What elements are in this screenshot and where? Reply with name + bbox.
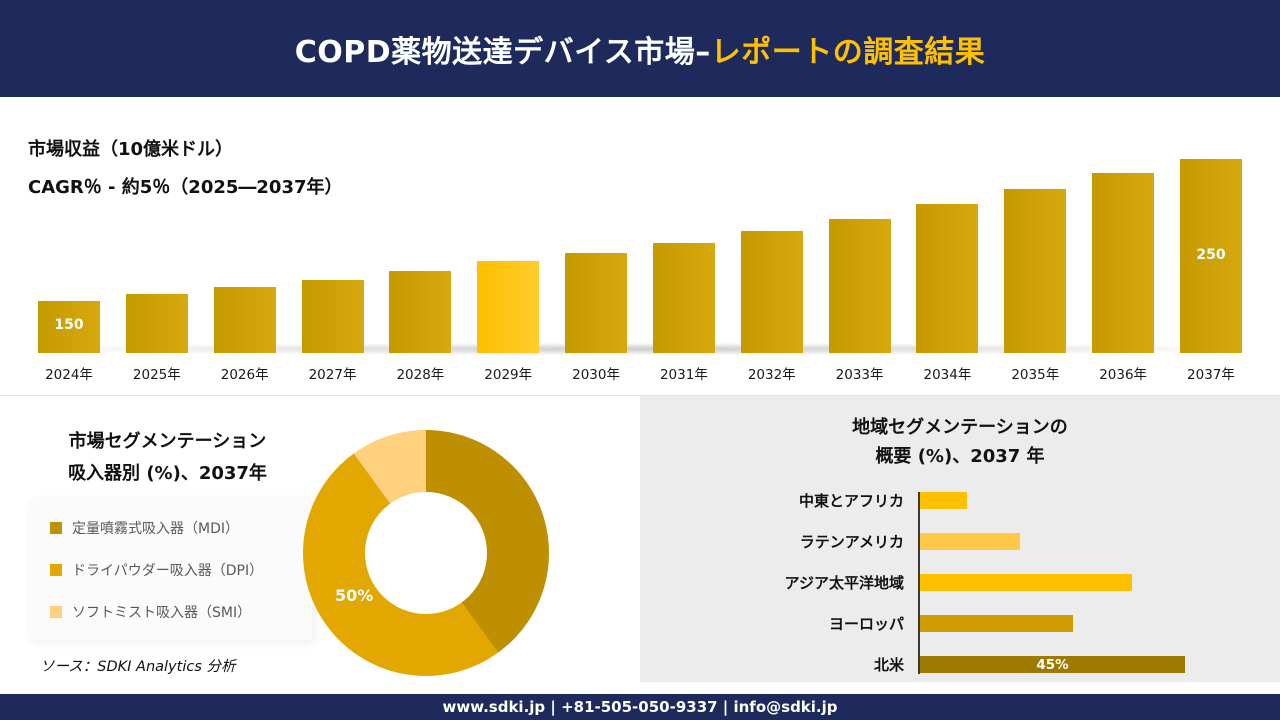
segmentation-title: 市場セグメンテーション 吸入器別 (%)、2037年 xyxy=(0,426,335,491)
revenue-chart-section: 市場収益（10億米ドル） CAGR％ - 約5％（2025―2037年） 150… xyxy=(0,97,1280,395)
region-row: 北米 45% xyxy=(640,652,1280,678)
revenue-bar-2030年 xyxy=(565,253,628,353)
revenue-bar-2032年 xyxy=(740,231,803,353)
region-bar-track xyxy=(920,615,1280,633)
legend-swatch xyxy=(50,564,62,576)
region-row: 中東とアフリカ xyxy=(640,488,1280,514)
footer-contact-text: www.sdki.jp | +81-505-050-9337 | info@sd… xyxy=(442,698,838,716)
revenue-cagr-label: CAGR％ - 約5％（2025―2037年） xyxy=(28,177,343,198)
revenue-bar-column: 2027年 xyxy=(301,280,364,383)
revenue-chart-title: 市場収益（10億米ドル） xyxy=(28,139,234,160)
x-axis-label: 2029年 xyxy=(484,367,533,383)
x-axis-label: 2032年 xyxy=(747,367,796,383)
bar-value-label: 150 xyxy=(54,317,84,333)
legend-item: ソフトミスト吸入器（SMI） xyxy=(50,602,292,622)
region-bar-track xyxy=(920,492,1280,510)
region-title-line1: 地域セグメンテーションの xyxy=(852,417,1068,438)
legend-item: ドライパウダー吸入器（DPI） xyxy=(50,560,292,580)
revenue-bar-column: 2032年 xyxy=(740,231,803,383)
region-bar-アジア太平洋地域 xyxy=(920,574,1132,592)
bar-value-label: 250 xyxy=(1196,247,1226,263)
region-label: ヨーロッパ xyxy=(828,615,904,634)
page-title-accent: レポートの調査結果 xyxy=(710,34,986,70)
region-label: 中東とアフリカ xyxy=(798,492,904,511)
revenue-bar-2026年 xyxy=(213,287,276,353)
bottom-section: 市場セグメンテーション 吸入器別 (%)、2037年 定量噴霧式吸入器（MDI）… xyxy=(0,395,1280,682)
x-axis-label: 2035年 xyxy=(1011,367,1060,383)
revenue-bar-2034年 xyxy=(916,204,979,353)
revenue-bar-2035年 xyxy=(1004,189,1067,353)
region-bar-ヨーロッパ xyxy=(920,615,1073,633)
region-value-label: 45% xyxy=(1036,656,1069,673)
revenue-bar-column: 2029年 xyxy=(477,261,540,383)
legend-label: ソフトミスト吸入器（SMI） xyxy=(72,605,252,621)
revenue-bar-column: 2036年 xyxy=(1092,173,1155,383)
revenue-bar-column: 2025年 xyxy=(125,294,188,383)
x-axis-label: 2031年 xyxy=(659,367,708,383)
legend-swatch xyxy=(50,606,62,618)
revenue-bar-column: 2033年 xyxy=(828,219,891,383)
x-axis-label: 2030年 xyxy=(572,367,620,383)
revenue-bar-2028年 xyxy=(389,271,452,353)
x-axis-label: 2025年 xyxy=(132,367,181,383)
revenue-bar-column: 2031年 xyxy=(652,243,715,383)
donut-value-label: 50% xyxy=(335,586,374,605)
revenue-bar-2037年: 250 xyxy=(1179,159,1242,353)
region-bar-track xyxy=(920,574,1280,592)
region-row: アジア太平洋地域 xyxy=(640,570,1280,596)
x-axis-label: 2026年 xyxy=(220,367,269,383)
legend-label: ドライパウダー吸入器（DPI） xyxy=(72,563,264,579)
region-bar-track xyxy=(920,533,1280,551)
x-axis-label: 2034年 xyxy=(923,367,972,383)
header-banner: COPD薬物送達デバイス市場–レポートの調査結果 xyxy=(0,0,1280,97)
revenue-bar-chart: 150 2024年 2025年 2026年 2027年 2028年 2029年 2030年 20… xyxy=(38,159,1242,383)
revenue-bar-column: 2034年 xyxy=(916,204,979,383)
revenue-bar-2033年 xyxy=(828,219,891,353)
region-label: 北米 xyxy=(873,656,904,675)
segmentation-title-line2: 吸入器別 (%)、2037年 xyxy=(68,463,267,485)
region-row: ラテンアメリカ xyxy=(640,529,1280,555)
revenue-bar-2027年 xyxy=(301,280,364,353)
segmentation-title-line1: 市場セグメンテーション xyxy=(68,431,267,452)
revenue-bar-column: 2028年 xyxy=(389,271,452,383)
x-axis-label: 2028年 xyxy=(396,367,445,383)
region-bar-北米: 45% xyxy=(920,656,1185,674)
legend-swatch xyxy=(50,522,62,534)
x-axis-label: 2037年 xyxy=(1187,367,1235,383)
x-axis-label: 2036年 xyxy=(1099,367,1148,383)
region-bar-chart: 中東とアフリカ ラテンアメリカアジア太平洋地域ヨーロッパ北米 45% xyxy=(640,488,1280,678)
region-label: ラテンアメリカ xyxy=(799,533,904,552)
source-note: ソース：SDKI Analytics 分析 xyxy=(40,659,236,675)
x-axis-label: 2027年 xyxy=(308,367,357,383)
x-axis-label: 2024年 xyxy=(45,367,93,383)
revenue-bar-column: 150 2024年 xyxy=(38,301,100,383)
revenue-bar-2036年 xyxy=(1092,173,1155,353)
revenue-bar-column: 250 2037年 xyxy=(1179,159,1242,383)
region-bar-中東とアフリカ xyxy=(920,492,967,510)
legend-label: 定量噴霧式吸入器（MDI） xyxy=(72,521,239,537)
region-row: ヨーロッパ xyxy=(640,611,1280,637)
region-label: アジア太平洋地域 xyxy=(784,574,904,593)
page-title-main: COPD薬物送達デバイス市場– xyxy=(294,34,711,70)
revenue-bar-column: 2030年 xyxy=(565,253,628,383)
revenue-bar-2031年 xyxy=(652,243,715,353)
region-title-line2: 概要 (%)、2037 年 xyxy=(875,445,1045,467)
legend-item: 定量噴霧式吸入器（MDI） xyxy=(50,518,292,538)
donut-chart: 50% xyxy=(303,430,549,676)
revenue-bar-column: 2035年 xyxy=(1004,189,1067,383)
region-bar-track: 45% xyxy=(920,656,1280,674)
revenue-bar-2025年 xyxy=(125,294,188,353)
segmentation-panel: 市場セグメンテーション 吸入器別 (%)、2037年 定量噴霧式吸入器（MDI）… xyxy=(0,396,640,682)
page-title: COPD薬物送達デバイス市場–レポートの調査結果 xyxy=(295,27,986,71)
revenue-bar-2029年 xyxy=(477,261,540,353)
revenue-bar-column: 2026年 xyxy=(213,287,276,383)
donut-legend: 定量噴霧式吸入器（MDI） ドライパウダー吸入器（DPI） ソフトミスト吸入器（SM… xyxy=(30,500,312,640)
region-bar-ラテンアメリカ xyxy=(920,533,1020,551)
revenue-bar-2024年: 150 xyxy=(38,301,100,353)
x-axis-label: 2033年 xyxy=(835,367,884,383)
footer-banner: www.sdki.jp | +81-505-050-9337 | info@sd… xyxy=(0,694,1280,720)
region-title: 地域セグメンテーションの 概要 (%)、2037 年 xyxy=(640,396,1280,472)
region-panel: 地域セグメンテーションの 概要 (%)、2037 年 中東とアフリカ ラテンアメリ… xyxy=(640,396,1280,682)
